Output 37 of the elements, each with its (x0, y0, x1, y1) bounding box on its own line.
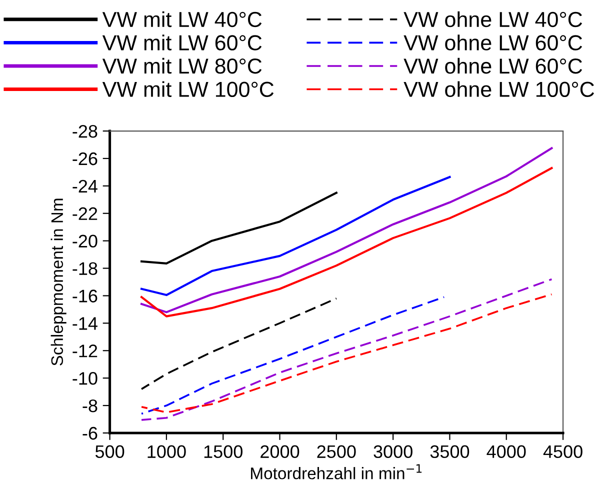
x-tick-label: 4000 (486, 445, 526, 458)
y-tick-label: -16 (72, 290, 98, 302)
legend-label: VW mit LW 100°C (102, 81, 274, 98)
legend-label: VW ohne LW 60°C (404, 34, 582, 50)
x-tick-label: 2500 (317, 445, 356, 458)
x-tick-label: 3500 (430, 445, 470, 458)
y-tick-label: -8 (82, 399, 98, 412)
x-tick-label: 3000 (374, 445, 412, 458)
x-tick-label: 1000 (148, 445, 186, 458)
line-series (140, 293, 553, 414)
line-series (140, 298, 338, 390)
line-series (140, 176, 451, 296)
x-tick-label: 2000 (260, 445, 300, 458)
line-series (140, 296, 445, 415)
y-axis-title: Schleppmoment in Nm (50, 198, 66, 366)
y-tick-label: -26 (72, 152, 98, 166)
legend-label: VW ohne LW 100°C (404, 81, 594, 98)
x-tick-label: 4500 (543, 445, 582, 458)
y-tick-label: -28 (72, 124, 98, 138)
y-tick-label: -12 (72, 344, 98, 358)
legend-label: VW ohne LW 60°C (404, 58, 582, 74)
y-tick-label: -20 (72, 234, 98, 248)
legend-label: VW mit LW 80°C (102, 58, 262, 74)
y-tick-label: -10 (72, 372, 98, 385)
x-tick-label: 1500 (204, 445, 242, 458)
line-series (140, 192, 338, 265)
y-tick-label: -24 (72, 180, 98, 192)
y-tick-label: -22 (72, 207, 98, 220)
y-tick-label: -14 (72, 317, 98, 330)
x-tick-label: 500 (95, 445, 124, 458)
legend-label: VW mit LW 60°C (102, 34, 262, 50)
line-series (140, 278, 553, 421)
y-tick-label: -18 (72, 262, 98, 275)
legend-label: VW ohne LW 40°C (404, 11, 582, 28)
legend-label: VW mit LW 40°C (102, 11, 262, 28)
y-tick-label: -6 (82, 426, 98, 440)
x-axis-title: Motordrehzahl in min$^{−1}$ (251, 464, 422, 480)
